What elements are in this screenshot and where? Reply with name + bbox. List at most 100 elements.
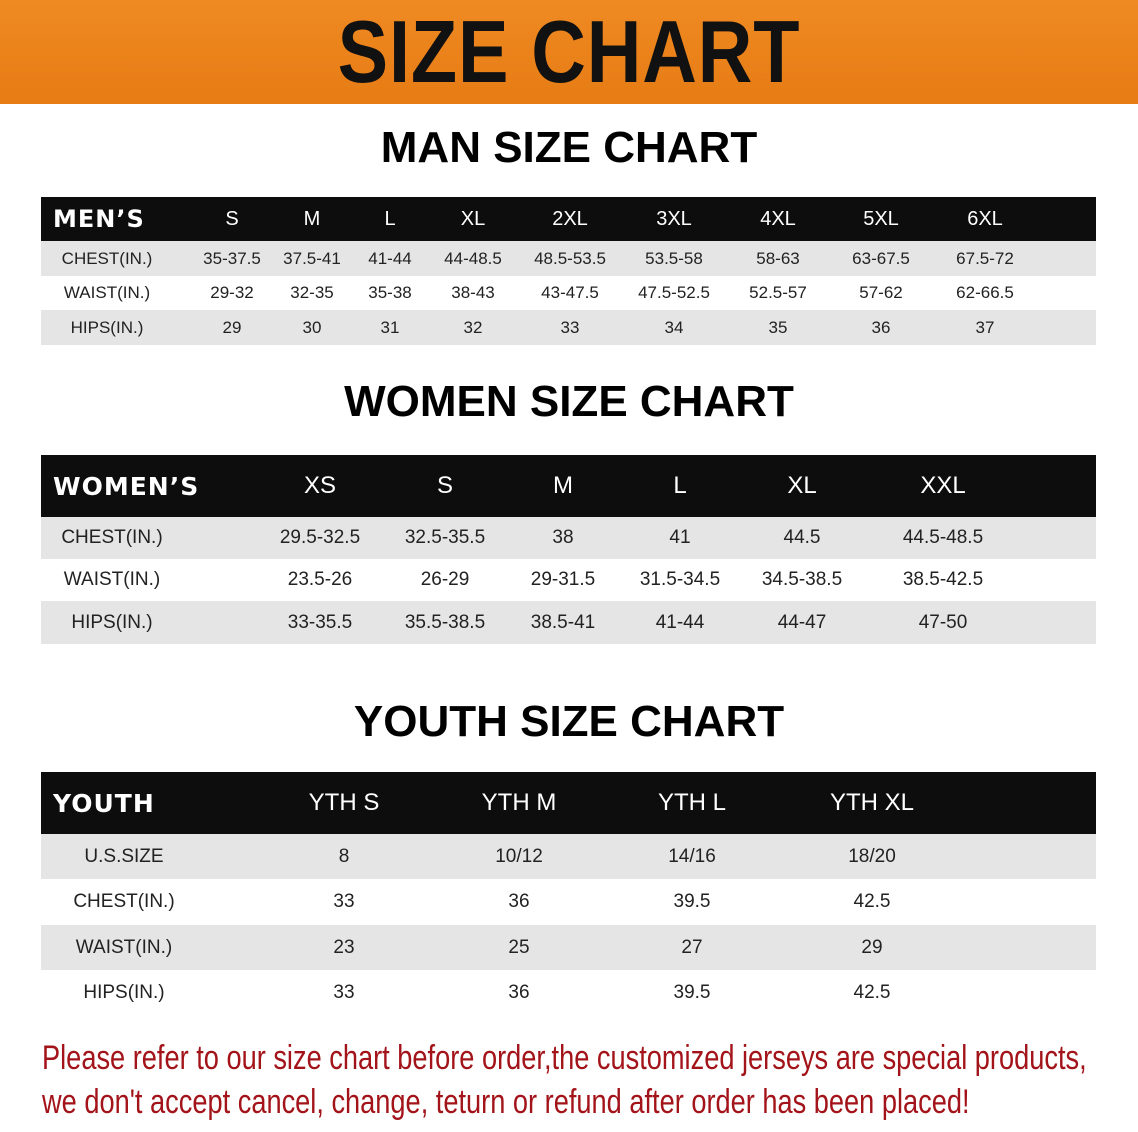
table-cell: 32 [463, 317, 483, 337]
size-header: 4XL [760, 207, 796, 230]
table-cell: 18/20 [848, 845, 896, 867]
table-cell: 38-43 [451, 283, 495, 302]
table-cell: 35-38 [368, 283, 412, 302]
men-section-title: MAN SIZE CHART [380, 123, 758, 172]
youth-section-title: YOUTH SIZE CHART [353, 697, 785, 746]
size-header: YTH XL [829, 789, 915, 816]
size-header: M [553, 472, 573, 499]
table-cell: 34.5-38.5 [761, 569, 843, 590]
size-header: YTH L [657, 789, 727, 816]
table-cell: 31.5-34.5 [639, 569, 721, 590]
row-label: CHEST(IN.) [61, 527, 163, 548]
table-row: CHEST(IN.) 29.5-32.5 32.5-35.5 38 41 44.5 44.5… [41, 517, 1096, 559]
table-cell: 41-44 [655, 611, 705, 633]
banner-title: SIZE CHART [337, 2, 801, 101]
table-cell: 36 [508, 981, 530, 1003]
banner: SIZE CHART [0, 0, 1138, 104]
table-cell: 44.5 [783, 527, 821, 548]
table-cell: 26-29 [420, 569, 470, 590]
table-cell: 42.5 [853, 981, 891, 1003]
table-cell: 29.5-32.5 [279, 527, 361, 548]
table-cell: 35-37.5 [203, 248, 261, 268]
row-label: WAIST(IN.) [63, 283, 151, 302]
table-cell: 44.5-48.5 [902, 527, 984, 548]
row-label: CHEST(IN.) [73, 891, 175, 912]
size-header: 5XL [863, 207, 899, 230]
size-header: YTH S [308, 789, 380, 816]
table-cell: 32.5-35.5 [404, 527, 486, 548]
table-row: HIPS(IN.) 33 36 39.5 42.5 [41, 970, 1096, 1015]
table-cell: 29 [861, 936, 883, 958]
table-cell: 52.5-57 [749, 283, 807, 302]
table-cell: 57-62 [859, 283, 903, 302]
table-cell: 29 [222, 317, 242, 337]
row-label: WAIST(IN.) [63, 569, 161, 590]
table-row: U.S.SIZE 8 10/12 14/16 18/20 [41, 834, 1096, 879]
table-cell: 37 [975, 317, 995, 337]
table-cell: 36 [508, 891, 530, 912]
row-label: U.S.SIZE [84, 845, 164, 867]
row-label: WAIST(IN.) [75, 936, 173, 958]
table-row: WAIST(IN.) 23 25 27 29 [41, 925, 1096, 970]
note-line-2: we don't accept cancel, change, teturn o… [42, 1083, 970, 1121]
table-cell: 38.5-41 [530, 611, 596, 633]
table-cell: 47-50 [918, 611, 968, 633]
table-cell: 48.5-53.5 [534, 248, 606, 268]
table-cell: 47.5-52.5 [638, 283, 710, 302]
table-cell: 25 [508, 936, 530, 958]
table-cell: 31 [380, 317, 400, 337]
table-cell: 8 [338, 845, 350, 867]
table-cell: 67.5-72 [956, 248, 1014, 268]
size-header: XXL [920, 472, 966, 499]
table-cell: 29-32 [210, 283, 254, 302]
table-cell: 38.5-42.5 [902, 569, 984, 590]
size-header: XL [460, 207, 486, 230]
table-cell: 14/16 [668, 845, 716, 867]
table-cell: 41 [669, 527, 691, 548]
row-label: HIPS(IN.) [71, 611, 153, 633]
table-cell: 41-44 [368, 248, 412, 268]
table-cell: 32-35 [290, 283, 334, 302]
row-label: HIPS(IN.) [83, 981, 165, 1003]
table-cell: 27 [681, 936, 703, 958]
table-cell: 62-66.5 [956, 283, 1014, 302]
table-row: CHEST(IN.) 35-37.5 37.5-41 41-44 44-48.5 48.5… [41, 241, 1096, 276]
table-cell: 58-63 [756, 248, 800, 268]
table-row: WAIST(IN.) 23.5-26 26-29 29-31.5 31.5-34.5 34… [41, 559, 1096, 601]
table-cell: 42.5 [853, 891, 891, 912]
table-cell: 39.5 [673, 891, 711, 912]
size-header: M [303, 207, 321, 230]
youth-header-row: YOUTH YTH S YTH M YTH L YTH XL [41, 772, 1096, 834]
men-header-row: MEN’S S M L XL 2XL 3XL 4XL 5XL 6XL [41, 197, 1096, 241]
size-header: 6XL [967, 207, 1003, 230]
note-line-1: Please refer to our size chart before or… [42, 1039, 1087, 1077]
size-header: 2XL [552, 207, 588, 230]
table-cell: 34 [664, 317, 684, 337]
table-row: WAIST(IN.) 29-32 32-35 35-38 38-43 43-47.5 47.… [41, 276, 1096, 310]
table-cell: 33-35.5 [287, 611, 353, 633]
size-header: L [384, 207, 396, 230]
size-header: L [673, 472, 687, 499]
row-label: HIPS(IN.) [70, 317, 144, 337]
table-cell: 38 [552, 527, 574, 548]
women-section-title: WOMEN SIZE CHART [344, 377, 794, 426]
size-header: S [225, 207, 239, 230]
table-row: HIPS(IN.) 33-35.5 35.5-38.5 38.5-41 41-44 44-… [41, 601, 1096, 644]
table-cell: 53.5-58 [645, 248, 703, 268]
youth-header-label: YOUTH [53, 788, 155, 818]
table-cell: 44-48.5 [444, 248, 502, 268]
table-cell: 63-67.5 [852, 248, 910, 268]
table-cell: 33 [333, 891, 355, 912]
table-cell: 43-47.5 [541, 283, 599, 302]
men-header-label: MEN’S [53, 205, 145, 233]
table-cell: 44-47 [777, 611, 827, 633]
table-cell: 36 [871, 317, 891, 337]
table-cell: 35.5-38.5 [404, 611, 486, 633]
table-cell: 37.5-41 [283, 248, 341, 268]
table-cell: 29-31.5 [530, 569, 596, 590]
table-cell: 23.5-26 [287, 569, 353, 590]
table-cell: 33 [333, 981, 355, 1003]
women-header-label: WOMEN’S [53, 471, 200, 501]
size-header: 3XL [656, 207, 692, 230]
size-header: YTH M [481, 789, 557, 816]
